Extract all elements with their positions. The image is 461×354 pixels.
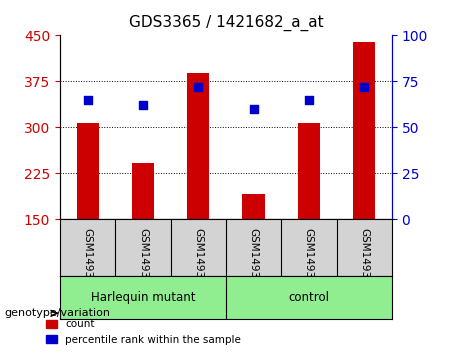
Point: [84, 97, 91, 103]
Bar: [298, 122, 320, 219]
Text: GSM149360: GSM149360: [83, 228, 93, 291]
Text: GSM149362: GSM149362: [193, 228, 203, 291]
Text: GSM149364: GSM149364: [304, 228, 314, 291]
Text: control: control: [289, 291, 329, 304]
Text: GSM149365: GSM149365: [359, 228, 369, 291]
Bar: [353, 41, 375, 219]
Text: GSM149363: GSM149363: [248, 228, 259, 291]
Text: Harlequin mutant: Harlequin mutant: [91, 291, 195, 304]
Text: genotype/variation: genotype/variation: [5, 308, 111, 318]
Text: GSM149361: GSM149361: [138, 228, 148, 291]
Point: [250, 106, 257, 112]
Title: GDS3365 / 1421682_a_at: GDS3365 / 1421682_a_at: [129, 15, 323, 31]
Point: [195, 84, 202, 90]
Legend: count, percentile rank within the sample: count, percentile rank within the sample: [42, 315, 245, 349]
Point: [139, 103, 147, 108]
Bar: [242, 194, 265, 219]
Point: [305, 97, 313, 103]
Bar: [132, 163, 154, 219]
Bar: [77, 122, 99, 219]
Point: [361, 84, 368, 90]
Bar: [187, 73, 209, 219]
